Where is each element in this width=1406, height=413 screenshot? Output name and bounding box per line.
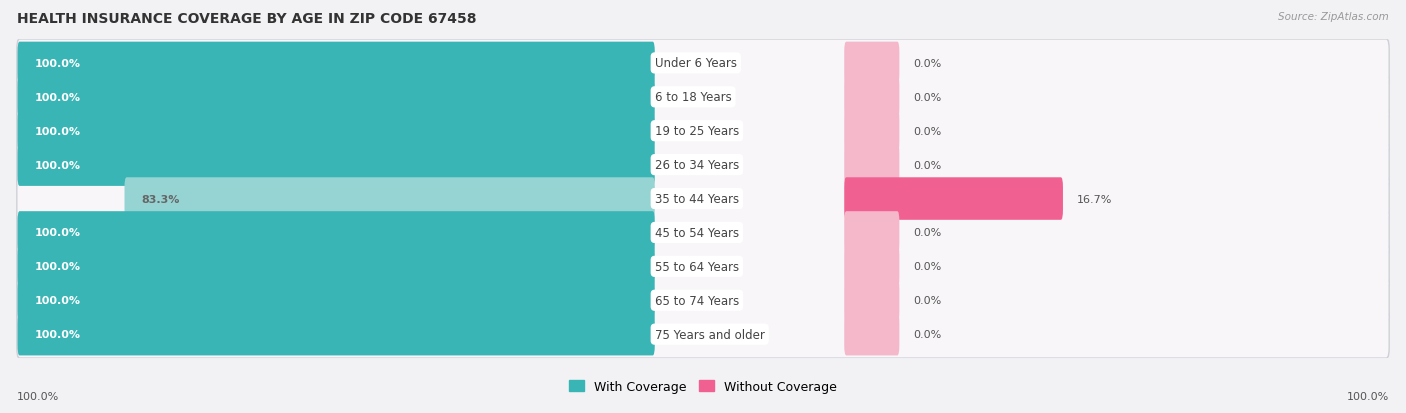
Text: 83.3%: 83.3% (142, 194, 180, 204)
FancyBboxPatch shape (844, 212, 900, 254)
FancyBboxPatch shape (17, 244, 1389, 290)
FancyBboxPatch shape (17, 313, 655, 356)
FancyBboxPatch shape (844, 279, 900, 322)
Legend: With Coverage, Without Coverage: With Coverage, Without Coverage (564, 375, 842, 398)
FancyBboxPatch shape (15, 243, 1391, 290)
Text: 55 to 64 Years: 55 to 64 Years (655, 260, 740, 273)
FancyBboxPatch shape (844, 43, 900, 85)
Text: 0.0%: 0.0% (912, 329, 942, 339)
FancyBboxPatch shape (17, 76, 655, 119)
Text: 19 to 25 Years: 19 to 25 Years (655, 125, 740, 138)
FancyBboxPatch shape (17, 142, 1389, 188)
Text: 35 to 44 Years: 35 to 44 Years (655, 192, 740, 206)
FancyBboxPatch shape (17, 176, 1389, 222)
FancyBboxPatch shape (125, 178, 655, 220)
Text: HEALTH INSURANCE COVERAGE BY AGE IN ZIP CODE 67458: HEALTH INSURANCE COVERAGE BY AGE IN ZIP … (17, 12, 477, 26)
Text: 0.0%: 0.0% (912, 262, 942, 272)
Text: 0.0%: 0.0% (912, 228, 942, 238)
Text: 100.0%: 100.0% (35, 59, 80, 69)
FancyBboxPatch shape (844, 245, 900, 288)
FancyBboxPatch shape (17, 110, 655, 153)
Text: 100.0%: 100.0% (35, 126, 80, 136)
FancyBboxPatch shape (17, 74, 1389, 121)
FancyBboxPatch shape (17, 108, 1389, 154)
FancyBboxPatch shape (15, 108, 1391, 155)
FancyBboxPatch shape (15, 40, 1391, 88)
FancyBboxPatch shape (15, 209, 1391, 257)
Text: 0.0%: 0.0% (912, 296, 942, 306)
FancyBboxPatch shape (844, 178, 1063, 220)
Text: 100.0%: 100.0% (17, 391, 59, 401)
Text: 26 to 34 Years: 26 to 34 Years (655, 159, 740, 172)
Text: 0.0%: 0.0% (912, 93, 942, 102)
FancyBboxPatch shape (15, 74, 1391, 121)
FancyBboxPatch shape (17, 43, 655, 85)
FancyBboxPatch shape (17, 144, 655, 186)
FancyBboxPatch shape (844, 110, 900, 153)
Text: 0.0%: 0.0% (912, 59, 942, 69)
FancyBboxPatch shape (17, 40, 1389, 87)
FancyBboxPatch shape (17, 278, 1389, 324)
Text: 100.0%: 100.0% (35, 329, 80, 339)
FancyBboxPatch shape (15, 175, 1391, 223)
Text: 100.0%: 100.0% (35, 228, 80, 238)
FancyBboxPatch shape (17, 212, 655, 254)
Text: 100.0%: 100.0% (1347, 391, 1389, 401)
Text: 16.7%: 16.7% (1077, 194, 1112, 204)
Text: 75 Years and older: 75 Years and older (655, 328, 765, 341)
FancyBboxPatch shape (15, 311, 1391, 358)
Text: 6 to 18 Years: 6 to 18 Years (655, 91, 731, 104)
FancyBboxPatch shape (844, 144, 900, 186)
Text: 100.0%: 100.0% (35, 93, 80, 102)
FancyBboxPatch shape (17, 245, 655, 288)
FancyBboxPatch shape (17, 210, 1389, 256)
Text: 65 to 74 Years: 65 to 74 Years (655, 294, 740, 307)
FancyBboxPatch shape (17, 311, 1389, 358)
Text: Source: ZipAtlas.com: Source: ZipAtlas.com (1278, 12, 1389, 22)
Text: 0.0%: 0.0% (912, 126, 942, 136)
FancyBboxPatch shape (844, 313, 900, 356)
FancyBboxPatch shape (844, 76, 900, 119)
Text: 45 to 54 Years: 45 to 54 Years (655, 226, 740, 240)
FancyBboxPatch shape (15, 141, 1391, 189)
Text: 100.0%: 100.0% (35, 160, 80, 170)
FancyBboxPatch shape (15, 277, 1391, 324)
Text: 100.0%: 100.0% (35, 262, 80, 272)
Text: Under 6 Years: Under 6 Years (655, 57, 737, 70)
Text: 100.0%: 100.0% (35, 296, 80, 306)
Text: 0.0%: 0.0% (912, 160, 942, 170)
FancyBboxPatch shape (17, 279, 655, 322)
